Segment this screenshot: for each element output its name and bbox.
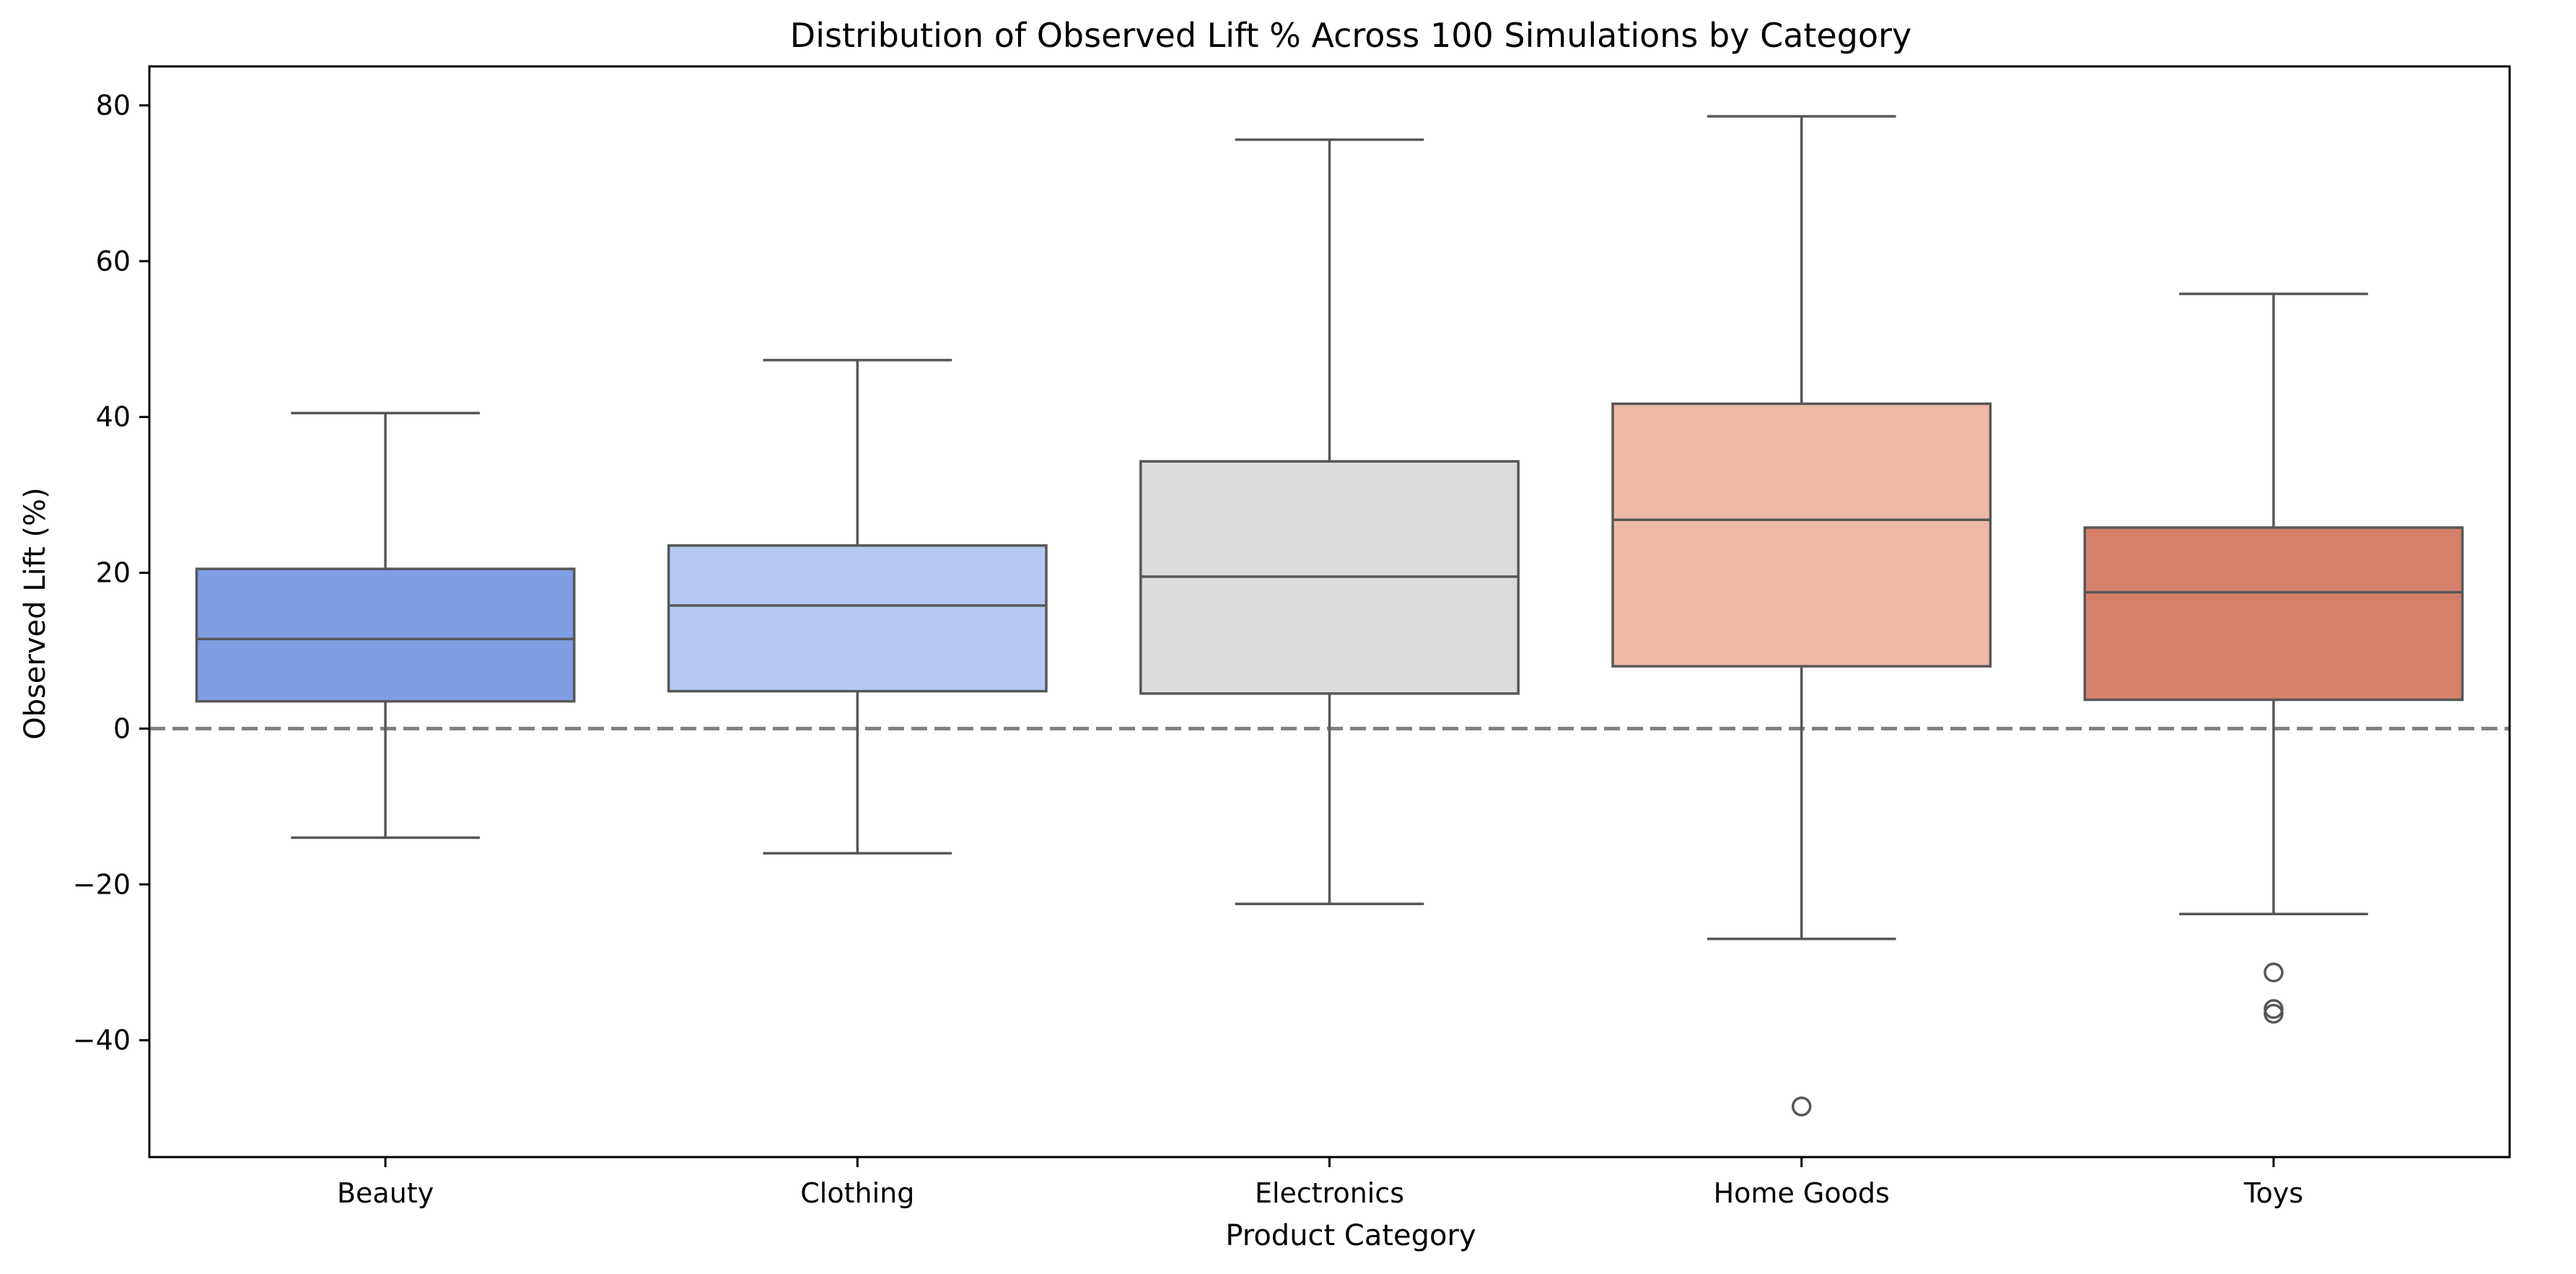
outlier-point: [2264, 962, 2284, 982]
y-tick-label: 60: [96, 245, 131, 277]
outlier-point: [1791, 1096, 1812, 1117]
chart-title: Distribution of Observed Lift % Across 1…: [790, 16, 1911, 55]
x-tick-label: Beauty: [337, 1177, 434, 1209]
x-tick-label: Electronics: [1255, 1177, 1404, 1209]
box-clothing: [667, 359, 1048, 855]
x-axis: Beauty Clothing Electronics Home Goods Toys: [337, 1157, 2303, 1209]
box-iqr: [667, 544, 1048, 693]
box-iqr: [2083, 526, 2464, 702]
outlier-point: [2264, 1003, 2284, 1024]
y-tick-label: 20: [96, 557, 131, 589]
box-beauty: [195, 411, 576, 839]
x-tick-label: Home Goods: [1714, 1177, 1890, 1209]
y-tick-label: 40: [96, 401, 131, 433]
x-tick-label: Clothing: [800, 1177, 914, 1209]
box-iqr: [1611, 402, 1992, 668]
box-home-goods: [1611, 115, 1992, 1117]
y-tick-label: −40: [73, 1024, 131, 1056]
y-tick-label: 80: [96, 90, 131, 121]
y-axis: −40 −20 0 20 40 60 80: [73, 90, 149, 1056]
x-tick-label: Toys: [2243, 1177, 2303, 1209]
plot-area: [149, 115, 2510, 1117]
y-tick-label: 0: [113, 712, 131, 744]
box-toys: [2083, 292, 2464, 1024]
box-electronics: [1139, 138, 1520, 905]
y-tick-label: −20: [73, 868, 131, 900]
x-axis-label: Product Category: [1225, 1219, 1476, 1252]
box-iqr: [195, 567, 576, 703]
y-axis-label: Observed Lift (%): [19, 487, 52, 740]
